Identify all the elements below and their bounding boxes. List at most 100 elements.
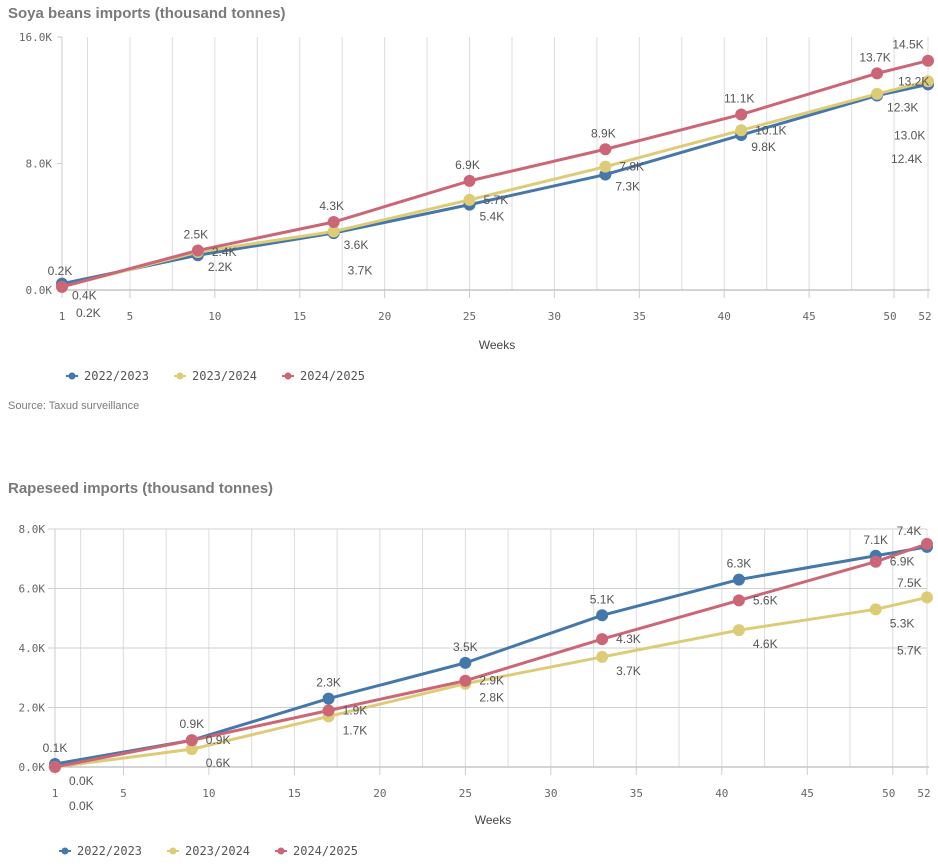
data-point [732, 624, 745, 637]
data-label: 12.4K [891, 152, 922, 166]
series-line-2022-2023 [61, 82, 929, 286]
series-line-2023-2024 [54, 595, 928, 769]
x-tick-label: 52 [918, 310, 931, 323]
data-label: 5.1K [590, 592, 615, 606]
data-point [463, 174, 476, 187]
legend-label: 2024/2025 [300, 369, 365, 383]
y-tick-label: 2.0K [19, 702, 46, 715]
legend-marker [169, 847, 177, 855]
data-label: 5.7K [484, 193, 509, 207]
series-line-2023-2024 [61, 79, 929, 289]
data-point [49, 761, 61, 773]
x-tick-label: 20 [378, 310, 391, 323]
x-tick-label: 20 [373, 787, 386, 800]
data-point [869, 603, 882, 616]
y-tick-label: 4.0K [19, 642, 46, 655]
data-point [599, 160, 612, 173]
data-label: 13.0K [894, 128, 925, 142]
data-label: 2.3K [316, 676, 341, 690]
data-point [735, 124, 748, 137]
data-label: 0.6K [206, 756, 231, 770]
data-label: 8.9K [591, 126, 616, 140]
data-label: 2.4K [212, 245, 237, 259]
x-tick-label: 35 [630, 787, 643, 800]
data-label: 0.9K [179, 717, 204, 731]
data-label: 3.7K [348, 263, 373, 277]
x-tick-label: 1 [52, 787, 59, 800]
legend-marker [176, 372, 184, 380]
x-tick-label: 30 [544, 787, 557, 800]
x-axis-title: Weeks [475, 813, 511, 827]
source-note: Source: Taxud surveillance [8, 400, 140, 412]
legend-label: 2023/2024 [185, 844, 250, 858]
data-point [732, 573, 745, 586]
data-point [327, 225, 340, 238]
x-tick-label: 5 [127, 310, 134, 323]
x-tick-label: 35 [633, 310, 646, 323]
data-label: 4.3K [319, 199, 344, 213]
data-point [459, 656, 472, 669]
legend-marker [61, 847, 69, 855]
data-point [922, 54, 934, 67]
data-label: 0.2K [48, 264, 73, 278]
data-point [596, 609, 609, 622]
legend-label: 2022/2023 [77, 844, 142, 858]
legend-marker [68, 372, 76, 380]
data-point [327, 216, 340, 229]
data-point [596, 633, 609, 646]
data-label: 3.7K [616, 664, 641, 678]
data-label: 1.7K [343, 723, 368, 737]
x-tick-label: 50 [882, 787, 895, 800]
y-tick-label: 8.0K [26, 158, 53, 171]
legend-label: 2024/2025 [293, 844, 358, 858]
data-point [185, 743, 198, 756]
data-point [599, 143, 612, 156]
data-label: 5.4K [480, 210, 505, 224]
chart-1: 0.0K2.0K4.0K6.0K8.0K1 5 10 15 20 25 30 35 40 45 50… [19, 523, 933, 858]
data-label: 4.6K [753, 637, 778, 651]
data-label: 2.8K [479, 691, 504, 705]
data-point [185, 734, 198, 747]
data-point [871, 67, 884, 80]
data-label: 7.5K [897, 576, 922, 590]
x-tick-label: 45 [803, 310, 816, 323]
data-point [869, 555, 882, 568]
data-point [191, 244, 204, 257]
y-tick-label: 8.0K [19, 523, 46, 536]
data-label: 0.2K [76, 306, 101, 320]
data-label: 5.7K [897, 643, 922, 657]
data-label: 6.9K [890, 555, 915, 569]
legend-marker [284, 372, 292, 380]
data-label: 3.6K [344, 238, 369, 252]
data-label: 5.6K [753, 593, 778, 607]
data-point [921, 537, 933, 550]
soya-chart-title: Soya beans imports (thousand tonnes) [8, 5, 286, 22]
data-point [871, 87, 884, 100]
data-label: 2.5K [183, 227, 208, 241]
legend-label: 2022/2023 [84, 369, 149, 383]
data-point [732, 594, 745, 607]
data-point [322, 704, 335, 717]
x-axis-title: Weeks [479, 338, 515, 352]
data-label: 0.9K [206, 733, 231, 747]
x-tick-label: 10 [202, 787, 215, 800]
data-point [56, 280, 68, 293]
data-label: 13.2K [898, 74, 929, 88]
data-point [922, 75, 934, 88]
data-label: 7.8K [619, 160, 644, 174]
data-label: 3.5K [453, 640, 478, 654]
data-label: 2.9K [479, 674, 504, 688]
data-label: 11.1K [724, 91, 754, 105]
x-tick-label: 52 [917, 787, 930, 800]
series-line-2024-2025 [54, 542, 928, 769]
series-line-2022-2023 [54, 545, 928, 766]
series-line-2024-2025 [61, 59, 929, 289]
data-label: 0.0K [69, 799, 94, 813]
x-tick-label: 10 [208, 310, 221, 323]
y-tick-label: 0.0K [26, 284, 53, 297]
rapeseed-chart-title: Rapeseed imports (thousand tonnes) [8, 480, 274, 497]
x-tick-label: 15 [288, 787, 301, 800]
data-label: 12.3K [887, 101, 918, 115]
